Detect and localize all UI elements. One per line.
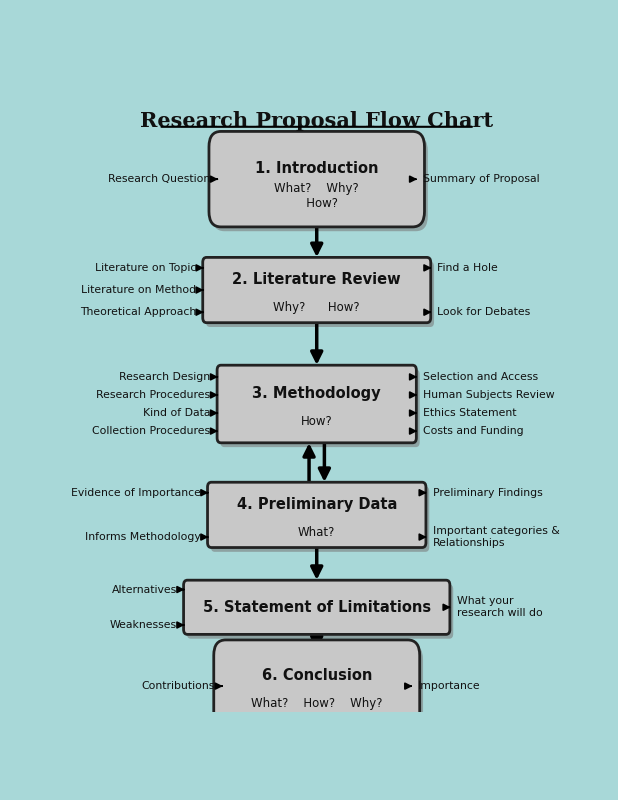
Text: Contributions: Contributions [142, 681, 215, 691]
FancyBboxPatch shape [213, 136, 428, 231]
Text: 5. Statement of Limitations: 5. Statement of Limitations [203, 600, 431, 614]
Text: Importance: Importance [418, 681, 481, 691]
Text: How?: How? [301, 414, 332, 428]
Text: 2. Literature Review: 2. Literature Review [232, 272, 401, 287]
Text: Evidence of Importance: Evidence of Importance [71, 488, 201, 498]
FancyBboxPatch shape [206, 262, 434, 327]
FancyBboxPatch shape [187, 585, 453, 638]
FancyBboxPatch shape [184, 580, 450, 634]
Text: 1. Introduction: 1. Introduction [255, 161, 378, 176]
FancyBboxPatch shape [217, 644, 423, 737]
Text: Why?      How?: Why? How? [273, 301, 360, 314]
Text: Preliminary Findings: Preliminary Findings [433, 488, 543, 498]
Text: Kind of Data: Kind of Data [143, 408, 210, 418]
Text: What your
research will do: What your research will do [457, 597, 543, 618]
Text: Costs and Funding: Costs and Funding [423, 426, 523, 436]
FancyBboxPatch shape [221, 370, 420, 447]
Text: Research Design: Research Design [119, 372, 210, 382]
Text: What?: What? [298, 526, 336, 538]
Text: 3. Methodology: 3. Methodology [252, 386, 381, 401]
Text: Research Proposal Flow Chart: Research Proposal Flow Chart [140, 110, 493, 130]
Text: Find a Hole: Find a Hole [438, 263, 498, 273]
Text: Research Procedures: Research Procedures [96, 390, 210, 400]
Text: Literature on Method: Literature on Method [81, 285, 196, 295]
Text: Important categories &
Relationships: Important categories & Relationships [433, 526, 559, 548]
Text: Informs Methodology: Informs Methodology [85, 532, 201, 542]
Text: 4. Preliminary Data: 4. Preliminary Data [237, 497, 397, 512]
Text: What?    How?    Why?: What? How? Why? [251, 697, 383, 710]
Text: Collection Procedures: Collection Procedures [92, 426, 210, 436]
Text: Look for Debates: Look for Debates [438, 307, 531, 318]
Text: Summary of Proposal: Summary of Proposal [423, 174, 540, 184]
Text: Human Subjects Review: Human Subjects Review [423, 390, 555, 400]
Text: What?    Why?
   How?: What? Why? How? [274, 182, 359, 210]
FancyBboxPatch shape [211, 486, 430, 552]
Text: Research Question: Research Question [108, 174, 210, 184]
Text: 6. Conclusion: 6. Conclusion [261, 668, 372, 683]
Text: Literature on Topic: Literature on Topic [95, 263, 196, 273]
FancyBboxPatch shape [214, 640, 420, 732]
Text: Theoretical Approach: Theoretical Approach [80, 307, 196, 318]
FancyBboxPatch shape [209, 131, 425, 227]
Text: Selection and Access: Selection and Access [423, 372, 538, 382]
FancyBboxPatch shape [203, 258, 431, 322]
FancyBboxPatch shape [208, 482, 426, 547]
Text: Ethics Statement: Ethics Statement [423, 408, 517, 418]
Text: Alternatives: Alternatives [112, 585, 177, 594]
Text: Weaknesses: Weaknesses [110, 620, 177, 630]
FancyBboxPatch shape [217, 365, 417, 443]
